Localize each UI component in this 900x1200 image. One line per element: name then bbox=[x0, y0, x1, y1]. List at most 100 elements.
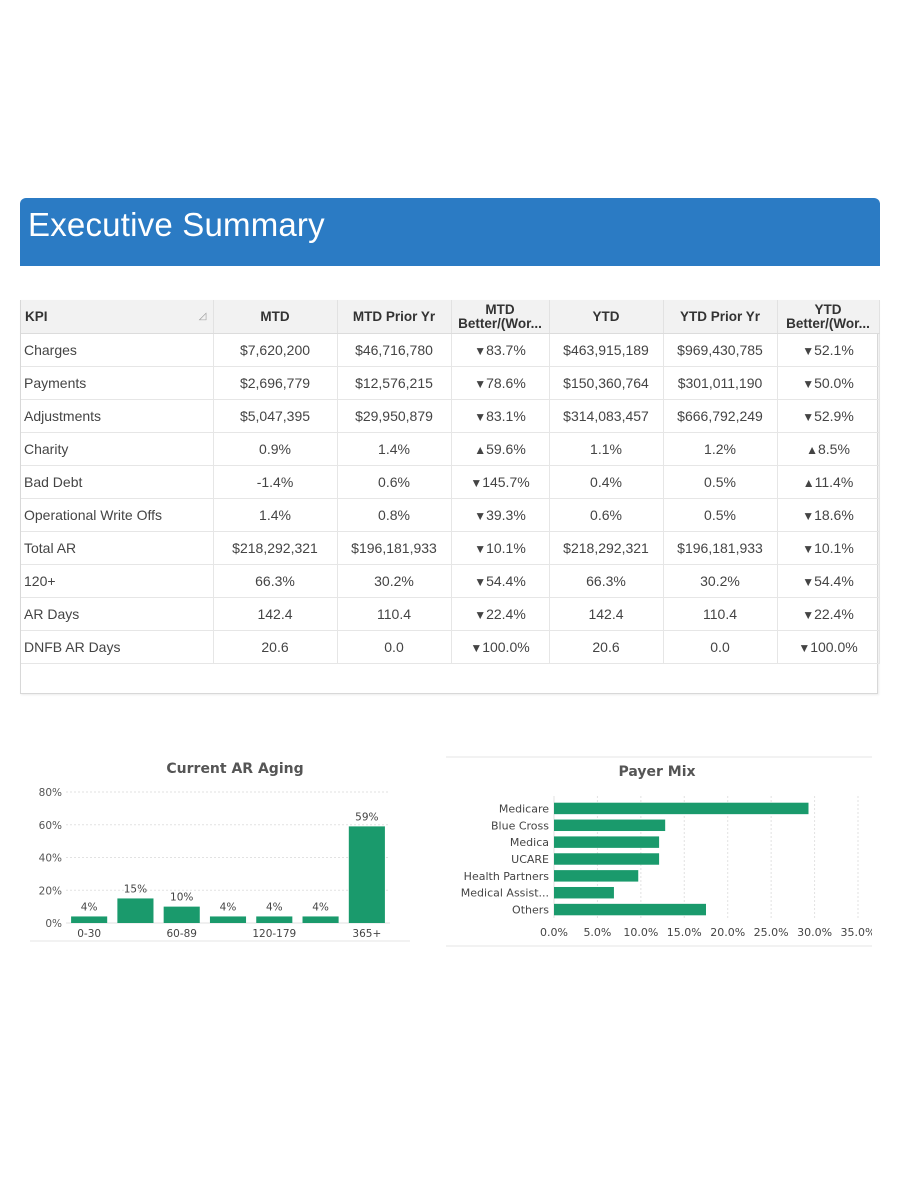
variance-value: 10.1% bbox=[486, 540, 526, 556]
triangle-down-icon: ▼ bbox=[474, 542, 487, 556]
table-row[interactable]: 120+ 66.3% 30.2% ▼54.4% 66.3% 30.2% ▼54.4% bbox=[21, 564, 880, 598]
mtd-variance: ▼78.6% bbox=[451, 366, 550, 400]
table-row[interactable]: Charges $7,620,200 $46,716,780 ▼83.7% $463,9… bbox=[21, 333, 880, 367]
column-header-ytd-variance[interactable]: YTD Better/(Wor... bbox=[777, 300, 880, 334]
table-row[interactable]: DNFB AR Days 20.6 0.0 ▼100.0% 20.6 0.0 ▼100.0% bbox=[21, 630, 880, 664]
triangle-down-icon: ▼ bbox=[474, 377, 487, 391]
triangle-down-icon: ▼ bbox=[470, 641, 483, 655]
y-tick-label: Health Partners bbox=[464, 870, 550, 883]
ytd-prior-yr-value: $969,430,785 bbox=[663, 333, 778, 367]
chart-title: Payer Mix bbox=[618, 764, 695, 780]
x-tick-label: 0.0% bbox=[540, 926, 568, 939]
y-tick-label: 60% bbox=[39, 820, 62, 832]
ytd-value: 0.6% bbox=[549, 498, 664, 532]
variance-value: 22.4% bbox=[486, 606, 526, 622]
mtd-prior-yr-value: 1.4% bbox=[337, 432, 452, 466]
ytd-variance: ▼54.4% bbox=[777, 564, 880, 598]
kpi-table-panel: KPI ◿ MTD MTD Prior Yr MTD Better/(Wor..… bbox=[20, 300, 880, 694]
ytd-value: $463,915,189 bbox=[549, 333, 664, 367]
y-tick-label: 20% bbox=[39, 885, 62, 897]
mtd-prior-yr-value: 110.4 bbox=[337, 597, 452, 631]
kpi-name: Charity bbox=[21, 432, 214, 466]
ytd-value: 1.1% bbox=[549, 432, 664, 466]
ytd-prior-yr-value: $666,792,249 bbox=[663, 399, 778, 433]
column-header-ytd-prior-yr[interactable]: YTD Prior Yr bbox=[663, 300, 778, 334]
x-tick-label: 120-179 bbox=[252, 928, 296, 940]
column-header-kpi[interactable]: KPI ◿ bbox=[21, 300, 214, 334]
triangle-down-icon: ▼ bbox=[474, 344, 487, 358]
triangle-down-icon: ▼ bbox=[802, 377, 815, 391]
y-tick-label: UCARE bbox=[511, 853, 549, 866]
y-tick-label: Medica bbox=[510, 836, 549, 849]
ytd-variance: ▼100.0% bbox=[777, 630, 880, 664]
column-header-label: KPI bbox=[25, 308, 48, 324]
triangle-up-icon: ▲ bbox=[802, 476, 815, 490]
mtd-variance: ▼83.7% bbox=[451, 333, 550, 367]
bar bbox=[554, 886, 614, 899]
y-tick-label: 0% bbox=[45, 918, 62, 930]
column-header-label-top: MTD bbox=[485, 301, 515, 317]
table-row[interactable]: Total AR $218,292,321 $196,181,933 ▼10.1% $2… bbox=[21, 531, 880, 565]
mtd-prior-yr-value: $29,950,879 bbox=[337, 399, 452, 433]
x-tick-label: 10.0% bbox=[623, 926, 658, 939]
y-tick-label: 80% bbox=[39, 787, 62, 799]
mtd-value: 20.6 bbox=[213, 630, 338, 664]
table-row[interactable]: Bad Debt -1.4% 0.6% ▼145.7% 0.4% 0.5% ▲11.4% bbox=[21, 465, 880, 499]
kpi-name: Total AR bbox=[21, 531, 214, 565]
variance-value: 52.9% bbox=[814, 408, 854, 424]
mtd-value: $218,292,321 bbox=[213, 531, 338, 565]
triangle-down-icon: ▼ bbox=[470, 476, 483, 490]
kpi-name: Charges bbox=[21, 333, 214, 367]
column-header-label: MTD Prior Yr bbox=[352, 308, 436, 324]
variance-value: 100.0% bbox=[482, 639, 530, 655]
kpi-table: KPI ◿ MTD MTD Prior Yr MTD Better/(Wor..… bbox=[21, 300, 880, 664]
y-tick-label: Medicare bbox=[499, 802, 549, 815]
column-header-label-bottom: Better/(Wor... bbox=[786, 315, 870, 331]
sort-ascending-icon[interactable]: ◿ bbox=[198, 311, 207, 322]
kpi-name: Adjustments bbox=[21, 399, 214, 433]
table-row[interactable]: AR Days 142.4 110.4 ▼22.4% 142.4 110.4 ▼22.4% bbox=[21, 597, 880, 631]
ytd-variance: ▲8.5% bbox=[777, 432, 880, 466]
mtd-prior-yr-value: 30.2% bbox=[337, 564, 452, 598]
variance-value: 54.4% bbox=[814, 573, 854, 589]
mtd-value: 66.3% bbox=[213, 564, 338, 598]
variance-value: 83.1% bbox=[486, 408, 526, 424]
ytd-prior-yr-value: $196,181,933 bbox=[663, 531, 778, 565]
column-header-mtd-variance[interactable]: MTD Better/(Wor... bbox=[451, 300, 550, 334]
data-label: 4% bbox=[312, 901, 329, 913]
y-tick-label: Others bbox=[512, 904, 549, 917]
mtd-prior-yr-value: $46,716,780 bbox=[337, 333, 452, 367]
mtd-variance: ▼10.1% bbox=[451, 531, 550, 565]
ytd-value: 20.6 bbox=[549, 630, 664, 664]
column-header-mtd-prior-yr[interactable]: MTD Prior Yr bbox=[337, 300, 452, 334]
kpi-name: DNFB AR Days bbox=[21, 630, 214, 664]
table-row[interactable]: Charity 0.9% 1.4% ▲59.6% 1.1% 1.2% ▲8.5% bbox=[21, 432, 880, 466]
table-row[interactable]: Payments $2,696,779 $12,576,215 ▼78.6% $150,… bbox=[21, 366, 880, 400]
table-row[interactable]: Operational Write Offs 1.4% 0.8% ▼39.3% 0.6%… bbox=[21, 498, 880, 532]
x-tick-label: 15.0% bbox=[667, 926, 702, 939]
mtd-value: 142.4 bbox=[213, 597, 338, 631]
ytd-prior-yr-value: 0.5% bbox=[663, 498, 778, 532]
variance-value: 11.4% bbox=[814, 474, 854, 490]
ytd-value: $218,292,321 bbox=[549, 531, 664, 565]
ytd-value: 142.4 bbox=[549, 597, 664, 631]
data-label: 4% bbox=[220, 901, 237, 913]
column-header-label: YTD Prior Yr bbox=[679, 308, 761, 324]
x-tick-label: 0-30 bbox=[77, 928, 101, 940]
column-header-mtd[interactable]: MTD bbox=[213, 300, 338, 334]
mtd-variance: ▼145.7% bbox=[451, 465, 550, 499]
table-row[interactable]: Adjustments $5,047,395 $29,950,879 ▼83.1% $3… bbox=[21, 399, 880, 433]
variance-value: 100.0% bbox=[810, 639, 858, 655]
triangle-down-icon: ▼ bbox=[474, 410, 487, 424]
ytd-value: $150,360,764 bbox=[549, 366, 664, 400]
column-header-ytd[interactable]: YTD bbox=[549, 300, 664, 334]
mtd-variance: ▼22.4% bbox=[451, 597, 550, 631]
variance-value: 10.1% bbox=[814, 540, 854, 556]
bar bbox=[554, 870, 639, 882]
x-tick-label: 25.0% bbox=[754, 926, 789, 939]
ytd-prior-yr-value: 1.2% bbox=[663, 432, 778, 466]
triangle-down-icon: ▼ bbox=[802, 608, 815, 622]
triangle-down-icon: ▼ bbox=[802, 410, 815, 424]
x-tick-label: 35.0% bbox=[841, 926, 872, 939]
kpi-header-row: KPI ◿ MTD MTD Prior Yr MTD Better/(Wor..… bbox=[21, 300, 880, 334]
